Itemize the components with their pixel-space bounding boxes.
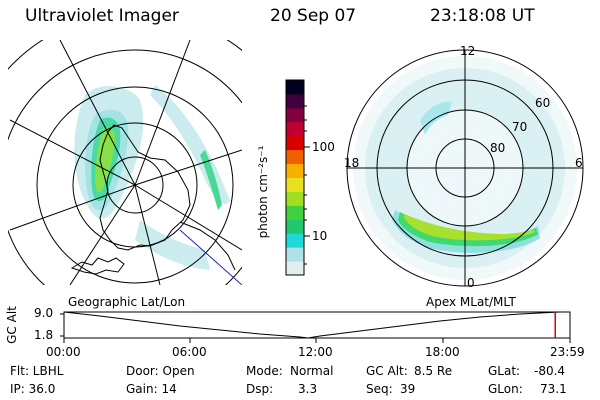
colorbar-band bbox=[286, 93, 304, 109]
gain-info: Gain: 14 bbox=[126, 382, 177, 396]
polar-map-label: Apex MLat/MLT bbox=[426, 295, 516, 309]
altitude-ytick-top: 9.0 bbox=[34, 306, 54, 320]
glat-value: -80.4 bbox=[534, 364, 566, 378]
time-tick-1200: 12:00 bbox=[298, 345, 333, 359]
ip-info: IP: 36.0 bbox=[10, 382, 56, 396]
observation-date: 20 Sep 07 bbox=[270, 6, 357, 26]
altitude-strip bbox=[60, 311, 571, 343]
colorbar-bands bbox=[286, 80, 304, 276]
altitude-ylabel: GC Alt bbox=[5, 306, 19, 344]
antarctic-coastline bbox=[70, 124, 236, 275]
colorbar-band bbox=[286, 107, 304, 123]
instrument-title: Ultraviolet Imager bbox=[25, 6, 179, 26]
colorbar-ticks bbox=[304, 105, 310, 265]
colorbar-band bbox=[286, 163, 304, 178]
time-tick-2359: 23:59 bbox=[550, 345, 585, 359]
colorbar-band bbox=[286, 80, 304, 95]
colorbar-band bbox=[286, 247, 304, 262]
colorbar-band bbox=[286, 261, 304, 276]
mlt-label-18: 18 bbox=[344, 156, 360, 170]
gcalt-value: 8.5 Re bbox=[414, 364, 453, 378]
gcalt-label: GC Alt: bbox=[366, 364, 408, 378]
mlat-label-70: 70 bbox=[512, 120, 528, 134]
time-tick-0000: 00:00 bbox=[46, 345, 81, 359]
polar-grid bbox=[346, 49, 584, 287]
colorbar-band bbox=[286, 135, 304, 151]
time-tick-1800: 18:00 bbox=[425, 345, 460, 359]
geo-map-label: Geographic Lat/Lon bbox=[68, 295, 186, 309]
glon-label: GLon: bbox=[488, 382, 523, 396]
colorbar bbox=[285, 79, 310, 276]
geographic-map bbox=[8, 40, 242, 285]
colorbar-band bbox=[286, 191, 304, 206]
colorbar-tick-10: 10 bbox=[312, 229, 328, 243]
colorbar-tick-100: 100 bbox=[312, 140, 335, 154]
mlt-label-12: 12 bbox=[460, 44, 476, 58]
filter-info: Flt: LBHL bbox=[10, 364, 64, 378]
mlat-label-80: 80 bbox=[490, 141, 506, 155]
observation-time: 23:18:08 UT bbox=[430, 6, 535, 26]
seq-label: Seq: bbox=[366, 382, 393, 396]
door-info: Door: Open bbox=[126, 364, 195, 378]
altitude-ytick-bottom: 1.8 bbox=[34, 328, 54, 342]
mlat-label-60: 60 bbox=[535, 96, 551, 110]
colorbar-unit-label: photon cm⁻²s⁻¹ bbox=[256, 145, 270, 239]
colorbar-band bbox=[286, 219, 304, 234]
mode-label: Mode: bbox=[246, 364, 283, 378]
colorbar-band bbox=[286, 233, 304, 248]
time-tick-0600: 06:00 bbox=[172, 345, 207, 359]
mlt-label-6: 6 bbox=[575, 156, 583, 170]
mlt-label-0: 0 bbox=[467, 276, 475, 290]
glat-label: GLat: bbox=[488, 364, 521, 378]
polar-map bbox=[346, 49, 584, 287]
dsp-label: Dsp: bbox=[246, 382, 274, 396]
dsp-value: 3.3 bbox=[298, 382, 318, 396]
altitude-curve bbox=[63, 311, 570, 339]
mode-value: Normal bbox=[290, 364, 334, 378]
colorbar-band bbox=[286, 205, 304, 220]
geo-aurora-emission bbox=[74, 85, 230, 270]
seq-value: 39 bbox=[400, 382, 416, 396]
colorbar-band bbox=[286, 121, 304, 137]
colorbar-band bbox=[286, 149, 304, 165]
colorbar-band bbox=[286, 177, 304, 192]
glon-value: 73.1 bbox=[540, 382, 567, 396]
geo-terminator-line bbox=[179, 229, 242, 285]
